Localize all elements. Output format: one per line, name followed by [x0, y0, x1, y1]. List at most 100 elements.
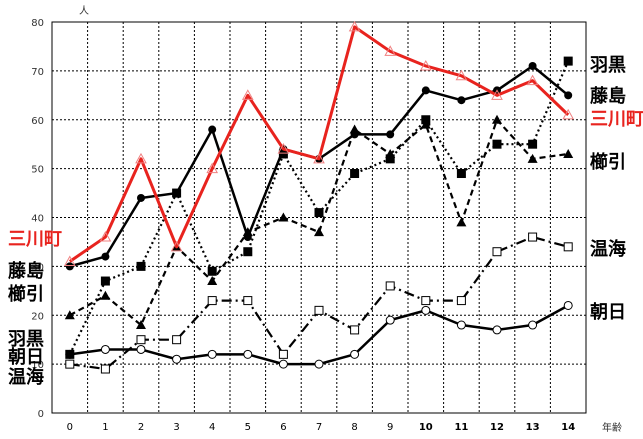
series-layer	[63, 20, 575, 374]
data-point	[456, 217, 467, 227]
x-tick-label: 14	[561, 422, 575, 433]
x-tick-label: 7	[316, 422, 322, 433]
y-tick-label: 60	[31, 116, 44, 127]
series-label-right: 藤島	[590, 85, 626, 107]
data-point	[136, 344, 146, 354]
data-point	[456, 320, 466, 330]
y-tick-label: 70	[31, 67, 44, 78]
series-label-right: 温海	[590, 238, 626, 260]
data-point	[386, 130, 395, 139]
y-tick-label: 80	[31, 18, 44, 29]
data-point	[456, 169, 466, 179]
series-line	[69, 118, 569, 327]
data-point	[385, 148, 396, 158]
data-point	[137, 193, 145, 202]
y-tick-label: 10	[31, 360, 44, 371]
data-point	[65, 349, 75, 359]
data-point	[100, 364, 110, 374]
x-tick-label: 12	[490, 422, 504, 433]
series-label-right: 三川町	[590, 109, 643, 130]
data-point	[170, 240, 183, 252]
data-point	[136, 320, 146, 330]
data-point	[492, 114, 502, 124]
series-label-left: 櫛引	[8, 283, 44, 305]
data-point	[455, 69, 468, 81]
series-温海	[65, 232, 573, 374]
y-tick-label: 50	[31, 165, 44, 176]
data-point	[350, 325, 360, 335]
data-point	[207, 296, 217, 306]
data-point	[207, 349, 217, 359]
data-point	[172, 354, 182, 364]
data-point	[528, 232, 538, 242]
data-point	[526, 74, 539, 86]
data-point	[207, 266, 217, 276]
data-point	[527, 153, 538, 163]
x-tick-label: 5	[245, 422, 251, 433]
data-point	[65, 262, 74, 271]
data-point	[64, 310, 75, 320]
y-tick-label: 20	[31, 311, 44, 322]
data-point	[278, 212, 289, 222]
data-point	[172, 189, 181, 198]
x-tick-label: 6	[280, 422, 286, 433]
x-tick-label: 11	[454, 422, 468, 433]
data-point	[243, 247, 253, 257]
series-label-left: 温海	[8, 366, 44, 388]
y-tick-label: 40	[31, 214, 44, 225]
series-label-left: 藤島	[8, 260, 44, 282]
data-point	[314, 227, 324, 237]
data-point	[278, 349, 288, 359]
data-point	[278, 359, 288, 369]
data-point	[314, 359, 324, 369]
data-point	[385, 315, 395, 325]
data-point	[63, 255, 76, 266]
x-tick-label: 2	[138, 422, 144, 433]
data-point	[492, 139, 502, 149]
data-point	[206, 162, 219, 174]
series-label-right: 櫛引	[590, 151, 626, 173]
x-tick-label: 3	[173, 422, 179, 433]
x-tick-label: 10	[419, 422, 433, 433]
data-point	[100, 276, 110, 286]
data-point	[172, 335, 182, 345]
data-point	[313, 152, 325, 164]
data-point	[101, 252, 110, 261]
x-tick-label: 0	[67, 422, 73, 433]
data-point	[243, 349, 253, 359]
data-point	[243, 296, 253, 306]
x-tick-label: 4	[209, 422, 215, 433]
data-point	[563, 300, 573, 310]
x-tick-label: 9	[387, 422, 393, 433]
x-tick-label: 8	[351, 422, 357, 433]
data-point	[207, 276, 218, 286]
data-point	[277, 143, 290, 154]
y-axis-unit: 人	[79, 5, 89, 17]
data-point	[208, 125, 217, 134]
data-point	[528, 139, 538, 149]
series-label-right: 朝日	[590, 301, 626, 323]
data-point	[385, 281, 395, 291]
data-point	[100, 290, 111, 300]
gridlines	[51, 21, 587, 414]
series-label-left: 羽黒	[8, 329, 44, 350]
data-point	[350, 169, 360, 179]
data-point	[564, 91, 573, 100]
data-point	[314, 305, 324, 315]
data-point	[562, 108, 575, 120]
series-line	[68, 25, 570, 263]
series-label-left: 朝日	[8, 346, 44, 368]
data-point	[349, 124, 360, 134]
data-point	[528, 320, 538, 330]
data-point	[491, 89, 503, 100]
data-point	[384, 45, 397, 56]
data-point	[563, 242, 573, 252]
data-point	[563, 148, 574, 158]
data-point	[350, 349, 360, 359]
data-point	[348, 20, 361, 32]
data-point	[241, 89, 254, 100]
y-tick-label: 30	[31, 262, 44, 273]
series-label-left: 三川町	[8, 229, 62, 250]
